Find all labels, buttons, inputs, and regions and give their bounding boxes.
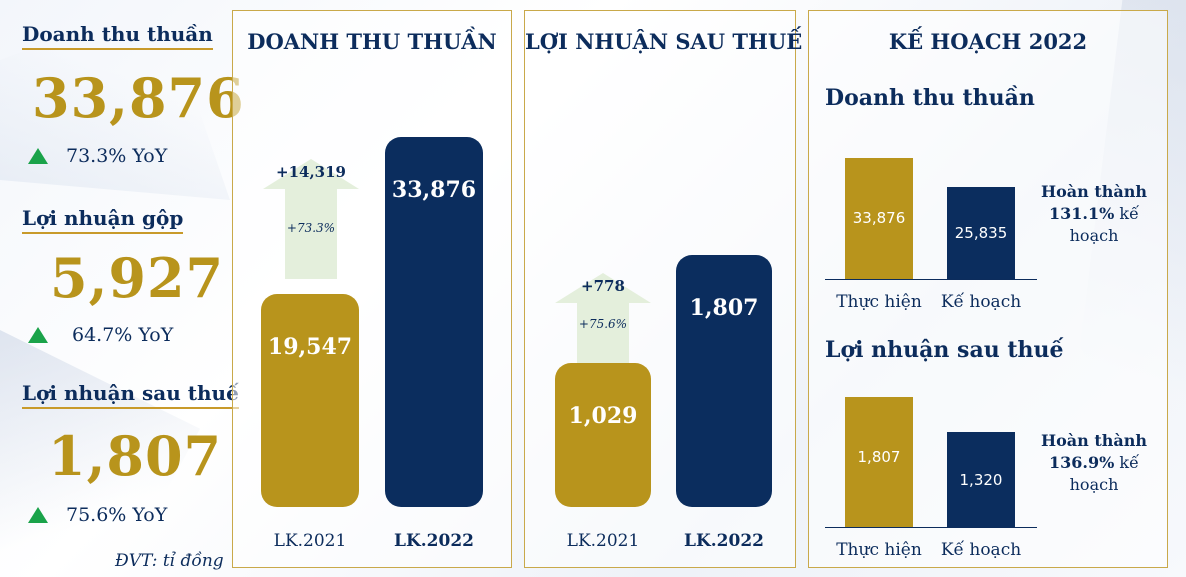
completion-suffix-2: hoạch <box>1069 475 1119 494</box>
kpi-value-net-profit: 1,807 <box>48 424 223 488</box>
completion-label: Hoàn thành <box>1040 182 1147 201</box>
arrow-shaft-shape <box>577 303 629 363</box>
kpi-value-gross-profit: 5,927 <box>50 246 225 310</box>
growth-pct-label: +73.3% <box>286 221 336 235</box>
bar-value-label: 33,876 <box>391 177 477 203</box>
completion-suffix: kế <box>1114 453 1139 472</box>
bar-value-label: 25,835 <box>954 224 1008 242</box>
net-profit-chart-panel: LỢI NHUẬN SAU THUẾ +778 +75.6% 1,029 1,8… <box>524 10 803 568</box>
x-tick-label: LK.2022 <box>684 531 764 551</box>
plan-subtitle-net-profit: Lợi nhuận sau thuế <box>825 337 1064 363</box>
chart-title: LỢI NHUẬN SAU THUẾ <box>525 29 803 54</box>
completion-pct: 136.9% <box>1049 453 1115 472</box>
plan-bar-target: 1,320 <box>947 432 1015 527</box>
plan-subtitle-revenue: Doanh thu thuần <box>825 85 1035 111</box>
x-tick-label: Kế hoạch <box>940 292 1022 312</box>
bar-lk2021: 19,547 <box>261 294 359 507</box>
bar-value-label: 1,320 <box>959 471 1003 489</box>
up-arrow-icon <box>28 507 48 523</box>
arrow-shaft-shape <box>285 189 337 279</box>
x-tick-label: Kế hoạch <box>940 540 1022 560</box>
kpi-yoy-revenue: 73.3% YoY <box>66 145 168 167</box>
x-tick-label: Thực hiện <box>836 292 922 312</box>
kpi-value-revenue: 33,876 <box>32 66 245 130</box>
plan-bar-actual: 33,876 <box>845 158 913 279</box>
x-tick-label: Thực hiện <box>836 540 922 560</box>
plan-chart-panel: KẾ HOẠCH 2022 Doanh thu thuần 33,876 25,… <box>808 10 1168 568</box>
bar-value-label: 1,807 <box>857 448 901 466</box>
chart-title: KẾ HOẠCH 2022 <box>888 29 1088 54</box>
x-tick-label: LK.2021 <box>273 531 347 551</box>
growth-delta-label: +14,319 <box>276 163 346 181</box>
kpi-yoy-net-profit: 75.6% YoY <box>66 504 168 526</box>
unit-note: ĐVT: tỉ đồng <box>115 551 224 571</box>
plan-bar-target: 25,835 <box>947 187 1015 279</box>
x-axis-line <box>825 527 1037 528</box>
completion-suffix-2: hoạch <box>1069 226 1119 245</box>
growth-delta-label: +778 <box>581 277 625 295</box>
bar-lk2022: 33,876 <box>385 137 483 507</box>
completion-note: Hoàn thành 136.9% kế hoạch <box>1039 430 1149 496</box>
completion-label: Hoàn thành <box>1040 431 1147 450</box>
completion-suffix: kế <box>1114 204 1139 223</box>
bar-lk2022: 1,807 <box>676 255 772 507</box>
up-arrow-icon <box>28 327 48 343</box>
x-axis-line <box>825 279 1037 280</box>
kpi-label-revenue: Doanh thu thuần <box>22 22 213 50</box>
bar-value-label: 19,547 <box>267 334 353 360</box>
bar-value-label: 1,029 <box>568 403 638 429</box>
bar-lk2021: 1,029 <box>555 363 651 507</box>
bar-value-label: 33,876 <box>852 209 906 227</box>
arrow-head-shape <box>263 159 359 189</box>
bar-value-label: 1,807 <box>689 295 759 321</box>
kpi-label-net-profit: Lợi nhuận sau thuế <box>22 381 239 409</box>
up-arrow-icon <box>28 148 48 164</box>
completion-pct: 131.1% <box>1049 204 1115 223</box>
chart-title: DOANH THU THUẦN <box>247 29 497 54</box>
kpi-yoy-gross-profit: 64.7% YoY <box>72 324 174 346</box>
revenue-chart-panel: DOANH THU THUẦN +14,319 +73.3% 19,547 33… <box>232 10 512 568</box>
arrow-head-shape <box>555 273 651 303</box>
plan-bar-actual: 1,807 <box>845 397 913 527</box>
x-tick-label: LK.2021 <box>566 531 640 551</box>
x-tick-label: LK.2022 <box>394 531 474 551</box>
kpi-label-gross-profit: Lợi nhuận gộp <box>22 206 184 234</box>
completion-note: Hoàn thành 131.1% kế hoạch <box>1039 181 1149 247</box>
growth-pct-label: +75.6% <box>578 317 628 331</box>
